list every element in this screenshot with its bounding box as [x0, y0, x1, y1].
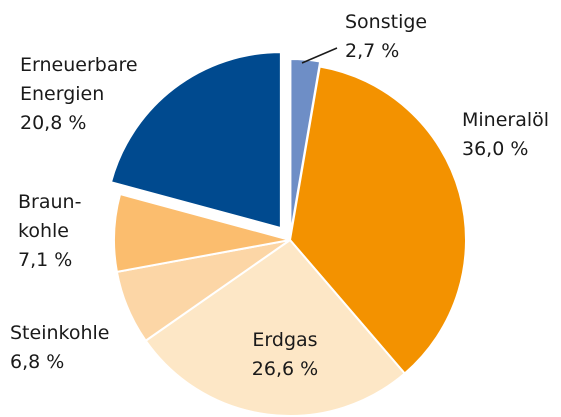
pie-slice — [144, 238, 407, 417]
value-label: 6,8 % — [10, 351, 64, 373]
value-label: 26,6 % — [252, 358, 318, 380]
label-line: Erneuerbare — [20, 54, 138, 76]
label-line: Steinkohle — [10, 322, 109, 344]
value-label: 7,1 % — [18, 249, 72, 271]
slice-label: Braun-kohle 7,1 % — [18, 191, 81, 271]
label-line: Sonstige — [345, 11, 427, 33]
label-line: Energien — [20, 83, 104, 105]
pie-slice — [288, 65, 467, 375]
label-line: Erdgas — [252, 329, 317, 351]
slice-label: Steinkohle 6,8 % — [10, 322, 109, 373]
leader-line — [301, 47, 338, 64]
pie-slice — [113, 192, 291, 274]
slice-label: Erdgas 26,6 % — [252, 329, 318, 380]
slice-label: Sonstige 2,7 % — [345, 11, 427, 62]
label-line: kohle — [18, 220, 69, 242]
value-label: 20,8 % — [20, 112, 86, 134]
value-label: 2,7 % — [345, 40, 399, 62]
label-line: Mineralöl — [462, 109, 549, 131]
pie-slice — [109, 51, 282, 230]
value-label: 36,0 % — [462, 138, 528, 160]
label-line: Braun- — [18, 191, 81, 213]
slice-label: Erneuerbare Energien 20,8 % — [20, 54, 138, 134]
slice-label: Mineralöl 36,0 % — [462, 109, 549, 160]
